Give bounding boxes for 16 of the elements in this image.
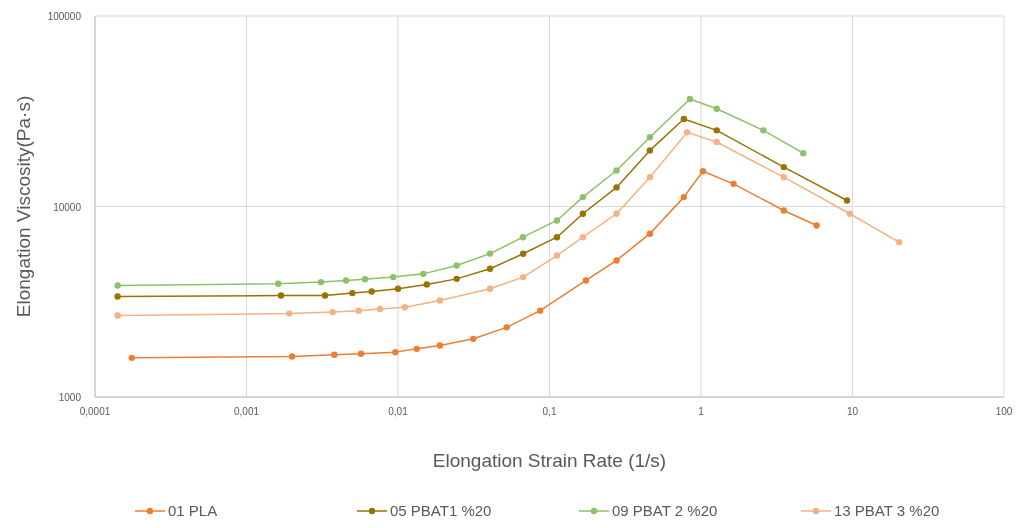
y-tick-label: 100000 bbox=[47, 11, 82, 22]
x-tick-label: 0,01 bbox=[388, 406, 409, 417]
x-tick-label: 0,001 bbox=[233, 406, 260, 417]
x-tick-label: 10 bbox=[846, 406, 859, 417]
legend-label: 01 PLA bbox=[168, 502, 218, 519]
x-axis-title: Elongation Strain Rate (1/s) bbox=[432, 450, 667, 471]
x-tick-label: 0,1 bbox=[542, 406, 557, 417]
legend-label: 13 PBAT 3 %20 bbox=[834, 502, 940, 519]
legend-label: 05 PBAT1 %20 bbox=[390, 502, 492, 519]
y-tick-label: 10000 bbox=[53, 201, 82, 213]
y-axis-title: Elongation Viscosity(Pa·s) bbox=[13, 95, 34, 318]
x-tick-label: 100 bbox=[995, 406, 1013, 417]
y-tick-label: 1000 bbox=[58, 392, 82, 403]
x-tick-label: 1 bbox=[698, 406, 705, 417]
x-tick-label: 0,0001 bbox=[79, 406, 111, 417]
legend-label: 09 PBAT 2 %20 bbox=[612, 502, 718, 519]
